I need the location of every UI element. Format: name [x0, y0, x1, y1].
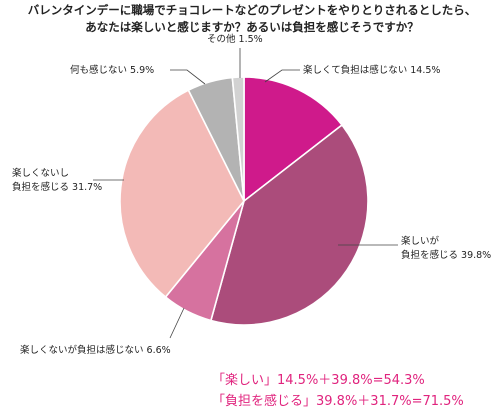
slice-label-5-line-1: 何も感じない 5.9% [70, 64, 154, 76]
chart-title-line-1: バレンタインデーに職場でチョコレートなどのプレゼントをやりとりされるとしたら、 [27, 3, 477, 17]
slice-label-4-line-1: 楽しくないし [12, 167, 69, 179]
chart-title-line-2: あなたは楽しいと感じますか？あるいは負担を感じそうですか？ [85, 20, 419, 34]
slice-label-2-line-1: 楽しいが [401, 235, 440, 247]
pie-slice-6 [231, 76, 245, 202]
slice-label-6-line-1: その他 1.5% [207, 33, 263, 45]
pie-slice-4 [119, 89, 245, 299]
leader-line-3 [169, 307, 185, 339]
summary-line-burden: 「負担を感じる」39.8%＋31.7%=71.5% [212, 394, 464, 409]
leader-line-5 [170, 69, 206, 85]
leader-line-1 [264, 69, 300, 83]
slice-label-3-line-1: 楽しくないが負担は感じない 6.6% [20, 344, 171, 356]
summary-line-enjoy: 「楽しい」14.5%＋39.8%=54.3% [212, 373, 425, 388]
slice-label-1-line-1: 楽しくて負担は感じない 14.5% [303, 64, 440, 76]
slice-label-4-line-2: 負担を感じる 31.7% [12, 181, 102, 193]
slice-label-2-line-2: 負担を感じる 39.8% [401, 249, 491, 261]
pie-slice-1 [243, 76, 344, 203]
pie-slice-2 [209, 123, 369, 326]
